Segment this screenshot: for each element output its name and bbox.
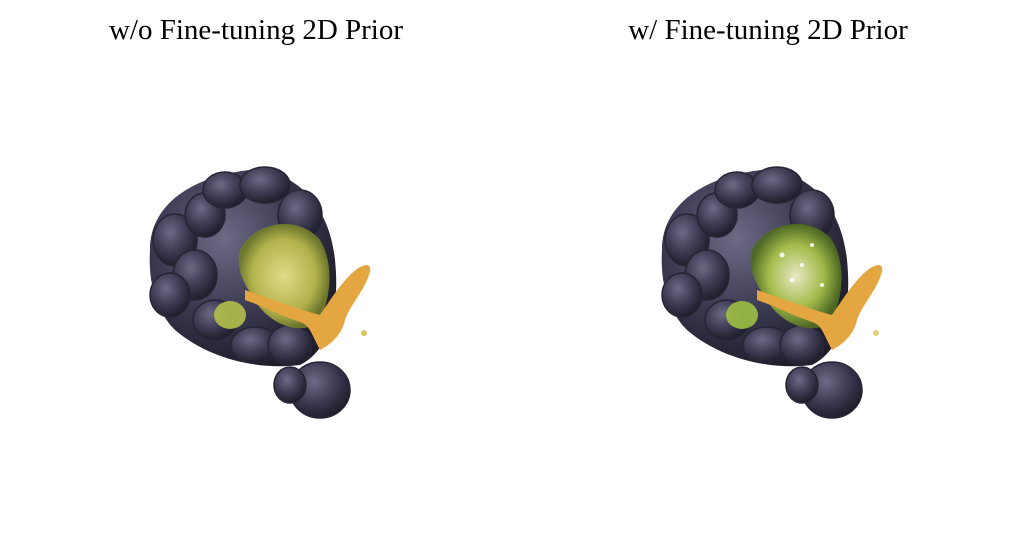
flesh-patch [726, 301, 758, 329]
panel-without-finetuning: w/o Fine-tuning 2D Prior [108, 14, 404, 419]
highlight [810, 243, 814, 247]
panel-caption: w/o Fine-tuning 2D Prior [108, 14, 404, 46]
panel-with-finetuning: w/ Fine-tuning 2D Prior [512, 0, 1024, 542]
grape-render-without [149, 166, 371, 419]
highlight [789, 277, 795, 283]
grape [273, 366, 307, 404]
grape [239, 166, 291, 204]
grape [779, 324, 825, 366]
highlight [820, 283, 824, 287]
stem [757, 264, 883, 350]
panel-caption: w/ Fine-tuning 2D Prior [628, 14, 908, 46]
seed [873, 330, 879, 336]
flesh-patch [214, 301, 246, 329]
seed [361, 330, 367, 336]
grape [751, 166, 803, 204]
grape [661, 272, 703, 318]
highlight [779, 252, 785, 258]
stem [245, 264, 371, 350]
grape [149, 272, 191, 318]
grape-render-with [661, 166, 883, 419]
grape [267, 324, 313, 366]
highlight [800, 263, 804, 267]
grape [785, 366, 819, 404]
